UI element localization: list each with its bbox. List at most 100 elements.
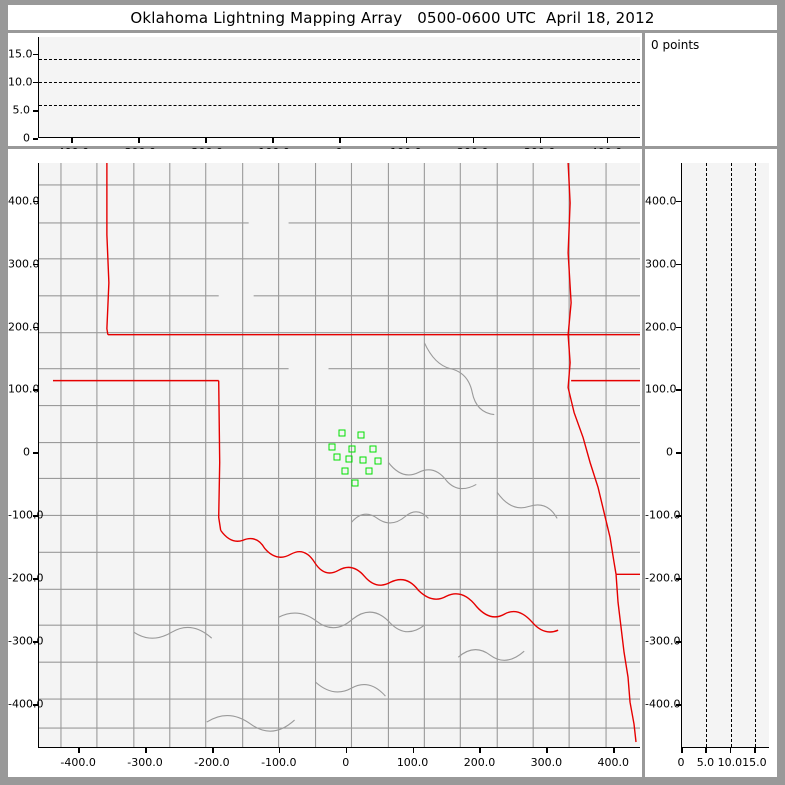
lightning-source-marker bbox=[345, 455, 353, 463]
gridline-15 bbox=[39, 59, 640, 60]
y-axis-tick-label: 300.0 bbox=[8, 257, 40, 271]
x-axis-tick-label: 0 bbox=[677, 756, 685, 769]
lightning-source-marker bbox=[359, 456, 367, 464]
y-axis-tick bbox=[676, 200, 681, 203]
x-axis-tick bbox=[613, 748, 615, 753]
state-boundaries-layer bbox=[52, 163, 640, 743]
lightning-source-marker bbox=[338, 429, 346, 437]
lightning-source-marker bbox=[357, 431, 365, 439]
x-axis-tick-label: 100.0 bbox=[396, 756, 429, 769]
x-axis-tick-label: 400.0 bbox=[597, 756, 629, 769]
y-axis-tick bbox=[676, 578, 681, 580]
y-axis-tick bbox=[33, 109, 38, 112]
y-axis-tick bbox=[676, 641, 681, 643]
altitude-histogram-panel: 0 5.0 10.0 15.0 -400.0 -300.0 -200.0 -100.0 0 100… bbox=[645, 149, 777, 777]
x-axis-tick bbox=[705, 748, 708, 753]
y-axis-tick-label: 10.0 bbox=[8, 75, 33, 89]
x-axis-tick bbox=[681, 748, 683, 753]
gridline-alt-5 bbox=[706, 163, 708, 747]
y-axis-tick-label: 0 bbox=[23, 131, 30, 145]
gridline-alt-10 bbox=[730, 163, 732, 747]
point-count-panel: 0 points bbox=[645, 33, 777, 146]
y-axis-tick bbox=[676, 263, 681, 266]
y-axis-tick bbox=[33, 263, 38, 266]
y-axis-tick-label: -400.0 bbox=[8, 697, 44, 711]
x-axis-tick bbox=[272, 138, 274, 143]
x-axis-tick bbox=[754, 748, 756, 753]
x-axis-tick bbox=[339, 138, 341, 143]
y-axis-tick bbox=[33, 81, 38, 84]
x-axis-tick bbox=[205, 138, 207, 143]
altitude-plot-area[interactable] bbox=[681, 163, 769, 748]
x-axis-tick-label: 200.0 bbox=[463, 756, 496, 769]
y-axis-tick bbox=[33, 138, 38, 140]
page-title: Oklahoma Lightning Mapping Array 0500-06… bbox=[130, 8, 655, 27]
y-axis-tick-label: 5.0 bbox=[12, 103, 31, 117]
x-axis-tick-label: -100.0 bbox=[261, 756, 297, 769]
x-axis-tick bbox=[78, 748, 80, 753]
gridline-10 bbox=[39, 82, 640, 83]
x-axis-tick bbox=[405, 138, 408, 143]
title-bar: Oklahoma Lightning Mapping Array 0500-06… bbox=[8, 5, 777, 30]
y-axis-tick bbox=[676, 389, 681, 392]
lightning-source-marker bbox=[369, 445, 377, 453]
x-axis-tick-label: 300.0 bbox=[530, 756, 563, 769]
map-plot-area[interactable] bbox=[38, 163, 640, 748]
plan-view-map-panel: -400.0 -300.0 -200.0 -100.0 0 100.0 200.0 300.0… bbox=[8, 149, 642, 777]
y-axis-tick bbox=[33, 703, 38, 706]
x-axis-tick bbox=[479, 748, 482, 753]
x-axis-tick bbox=[345, 748, 348, 753]
x-axis-tick-label: 0 bbox=[342, 756, 350, 769]
x-axis-tick bbox=[138, 138, 140, 143]
y-axis-tick-label: 0 bbox=[666, 445, 673, 459]
points-count-label: 0 points bbox=[651, 38, 700, 52]
y-axis-tick-label: 400.0 bbox=[645, 194, 677, 208]
x-axis-tick-label: 5.0 bbox=[696, 756, 715, 769]
x-axis-tick bbox=[546, 748, 548, 753]
lightning-source-marker bbox=[341, 467, 349, 475]
y-axis-tick-label: -200.0 bbox=[8, 571, 44, 585]
y-axis-tick-label: 300.0 bbox=[645, 257, 677, 271]
lightning-source-marker bbox=[348, 445, 356, 453]
x-axis-tick bbox=[472, 138, 475, 143]
x-axis-tick-label: -200.0 bbox=[194, 756, 230, 769]
y-axis-tick bbox=[33, 53, 38, 56]
y-axis-tick bbox=[33, 326, 38, 329]
y-axis-tick bbox=[33, 578, 38, 580]
y-axis-tick bbox=[33, 452, 38, 454]
y-axis-tick bbox=[33, 641, 38, 643]
x-axis-tick-label: -400.0 bbox=[60, 756, 96, 769]
x-axis-tick bbox=[729, 748, 732, 753]
x-axis-tick bbox=[71, 138, 74, 143]
y-axis-tick bbox=[676, 452, 681, 454]
y-axis-tick bbox=[33, 200, 38, 203]
time-height-panel: -400.0-300.0-200.0-100.00100.0200.0300.0… bbox=[8, 33, 642, 159]
x-axis-tick bbox=[145, 748, 147, 753]
x-axis-tick bbox=[412, 748, 415, 753]
y-axis-tick bbox=[33, 389, 38, 392]
time-height-plot-area[interactable] bbox=[38, 37, 640, 138]
y-axis-tick-label: -300.0 bbox=[8, 634, 44, 648]
x-axis-tick-label: -300.0 bbox=[127, 756, 163, 769]
y-axis-tick-label: 100.0 bbox=[8, 382, 40, 396]
x-axis-tick bbox=[539, 138, 542, 143]
x-axis-tick bbox=[211, 748, 214, 753]
y-axis-tick-label: 0 bbox=[23, 445, 30, 459]
gridline-alt-15 bbox=[755, 163, 757, 747]
y-axis-tick bbox=[676, 326, 681, 329]
county-boundaries-layer bbox=[39, 163, 640, 747]
x-axis-tick-label: 15.0 bbox=[742, 756, 767, 769]
x-axis-tick-label: 10.0 bbox=[717, 756, 743, 769]
y-axis-tick-label: 200.0 bbox=[8, 320, 40, 334]
y-axis-tick bbox=[676, 703, 681, 706]
y-axis-tick-label: 15.0 bbox=[8, 47, 33, 61]
y-axis-tick-label: 100.0 bbox=[645, 382, 677, 396]
y-axis-tick-label: -200.0 bbox=[645, 571, 681, 585]
y-axis-tick-label: 400.0 bbox=[8, 194, 40, 208]
lightning-source-marker bbox=[374, 457, 382, 465]
lightning-source-marker bbox=[351, 479, 359, 487]
x-axis-tick bbox=[606, 138, 609, 143]
gridline-5 bbox=[39, 105, 640, 106]
y-axis-tick-label: -300.0 bbox=[645, 634, 681, 648]
